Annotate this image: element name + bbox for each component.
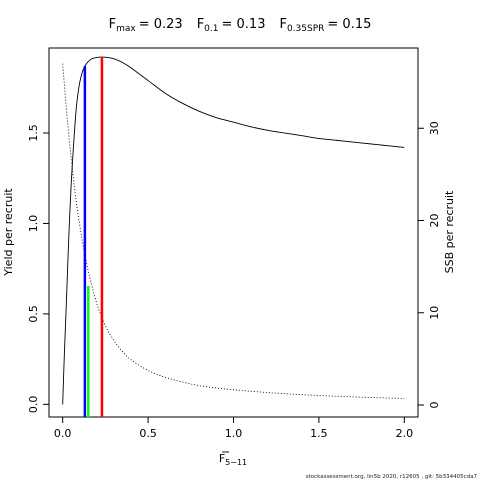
axis-ticks: 0.0 0.5 1.0 1.5 2.0 0.0 0.5 1.0 1.5 0 10 20 30	[27, 121, 441, 440]
ssb-per-recruit-line	[62, 63, 405, 399]
y-axis-left-title: Yield per recruit	[2, 188, 15, 277]
chart-title: Fmax = 0.23 F0.1 = 0.13 F0.35SPR = 0.15	[109, 17, 372, 34]
x-tick-label: 1.0	[225, 427, 243, 440]
title-f01-value: = 0.13	[222, 17, 266, 32]
reference-lines	[83, 57, 104, 417]
title-fmax-symbol: F	[109, 17, 116, 32]
y-right-tick-label: 30	[428, 121, 441, 135]
title-fspr-subscript: 0.35SPR	[287, 24, 324, 34]
x-tick-label: 0.5	[139, 427, 157, 440]
y-left-tick-label: 0.5	[27, 305, 40, 323]
y-left-tick-label: 1.0	[27, 215, 40, 233]
x-tick-label: 1.5	[310, 427, 328, 440]
title-fmax-value: = 0.23	[139, 17, 183, 32]
y-left-tick-label: 0.0	[27, 396, 40, 414]
y-left-tick-label: 1.5	[27, 124, 40, 142]
y-right-tick-label: 10	[428, 306, 441, 320]
yield-per-recruit-line	[62, 56, 405, 405]
x-axis-title-symbol: F	[219, 452, 225, 465]
footer-credit: stockassessment.org, lin5b 2020, r12605 …	[306, 474, 478, 480]
title-f01-subscript: 0.1	[204, 24, 218, 34]
plot-frame	[48, 47, 419, 418]
title-fmax-subscript: max	[116, 24, 136, 34]
x-axis-title: F5−11	[219, 452, 247, 467]
x-tick-label: 0.0	[54, 427, 72, 440]
title-f01-symbol: F	[197, 17, 204, 32]
series-layer	[62, 56, 405, 405]
x-axis-title-subscript: 5−11	[225, 458, 247, 467]
x-tick-label: 2.0	[396, 427, 414, 440]
title-fspr-value: = 0.15	[327, 17, 371, 32]
y-axis-right-title: SSB per recruit	[443, 190, 456, 273]
y-right-tick-label: 20	[428, 214, 441, 228]
title-fspr-symbol: F	[279, 17, 286, 32]
y-right-tick-label: 0	[428, 402, 441, 409]
